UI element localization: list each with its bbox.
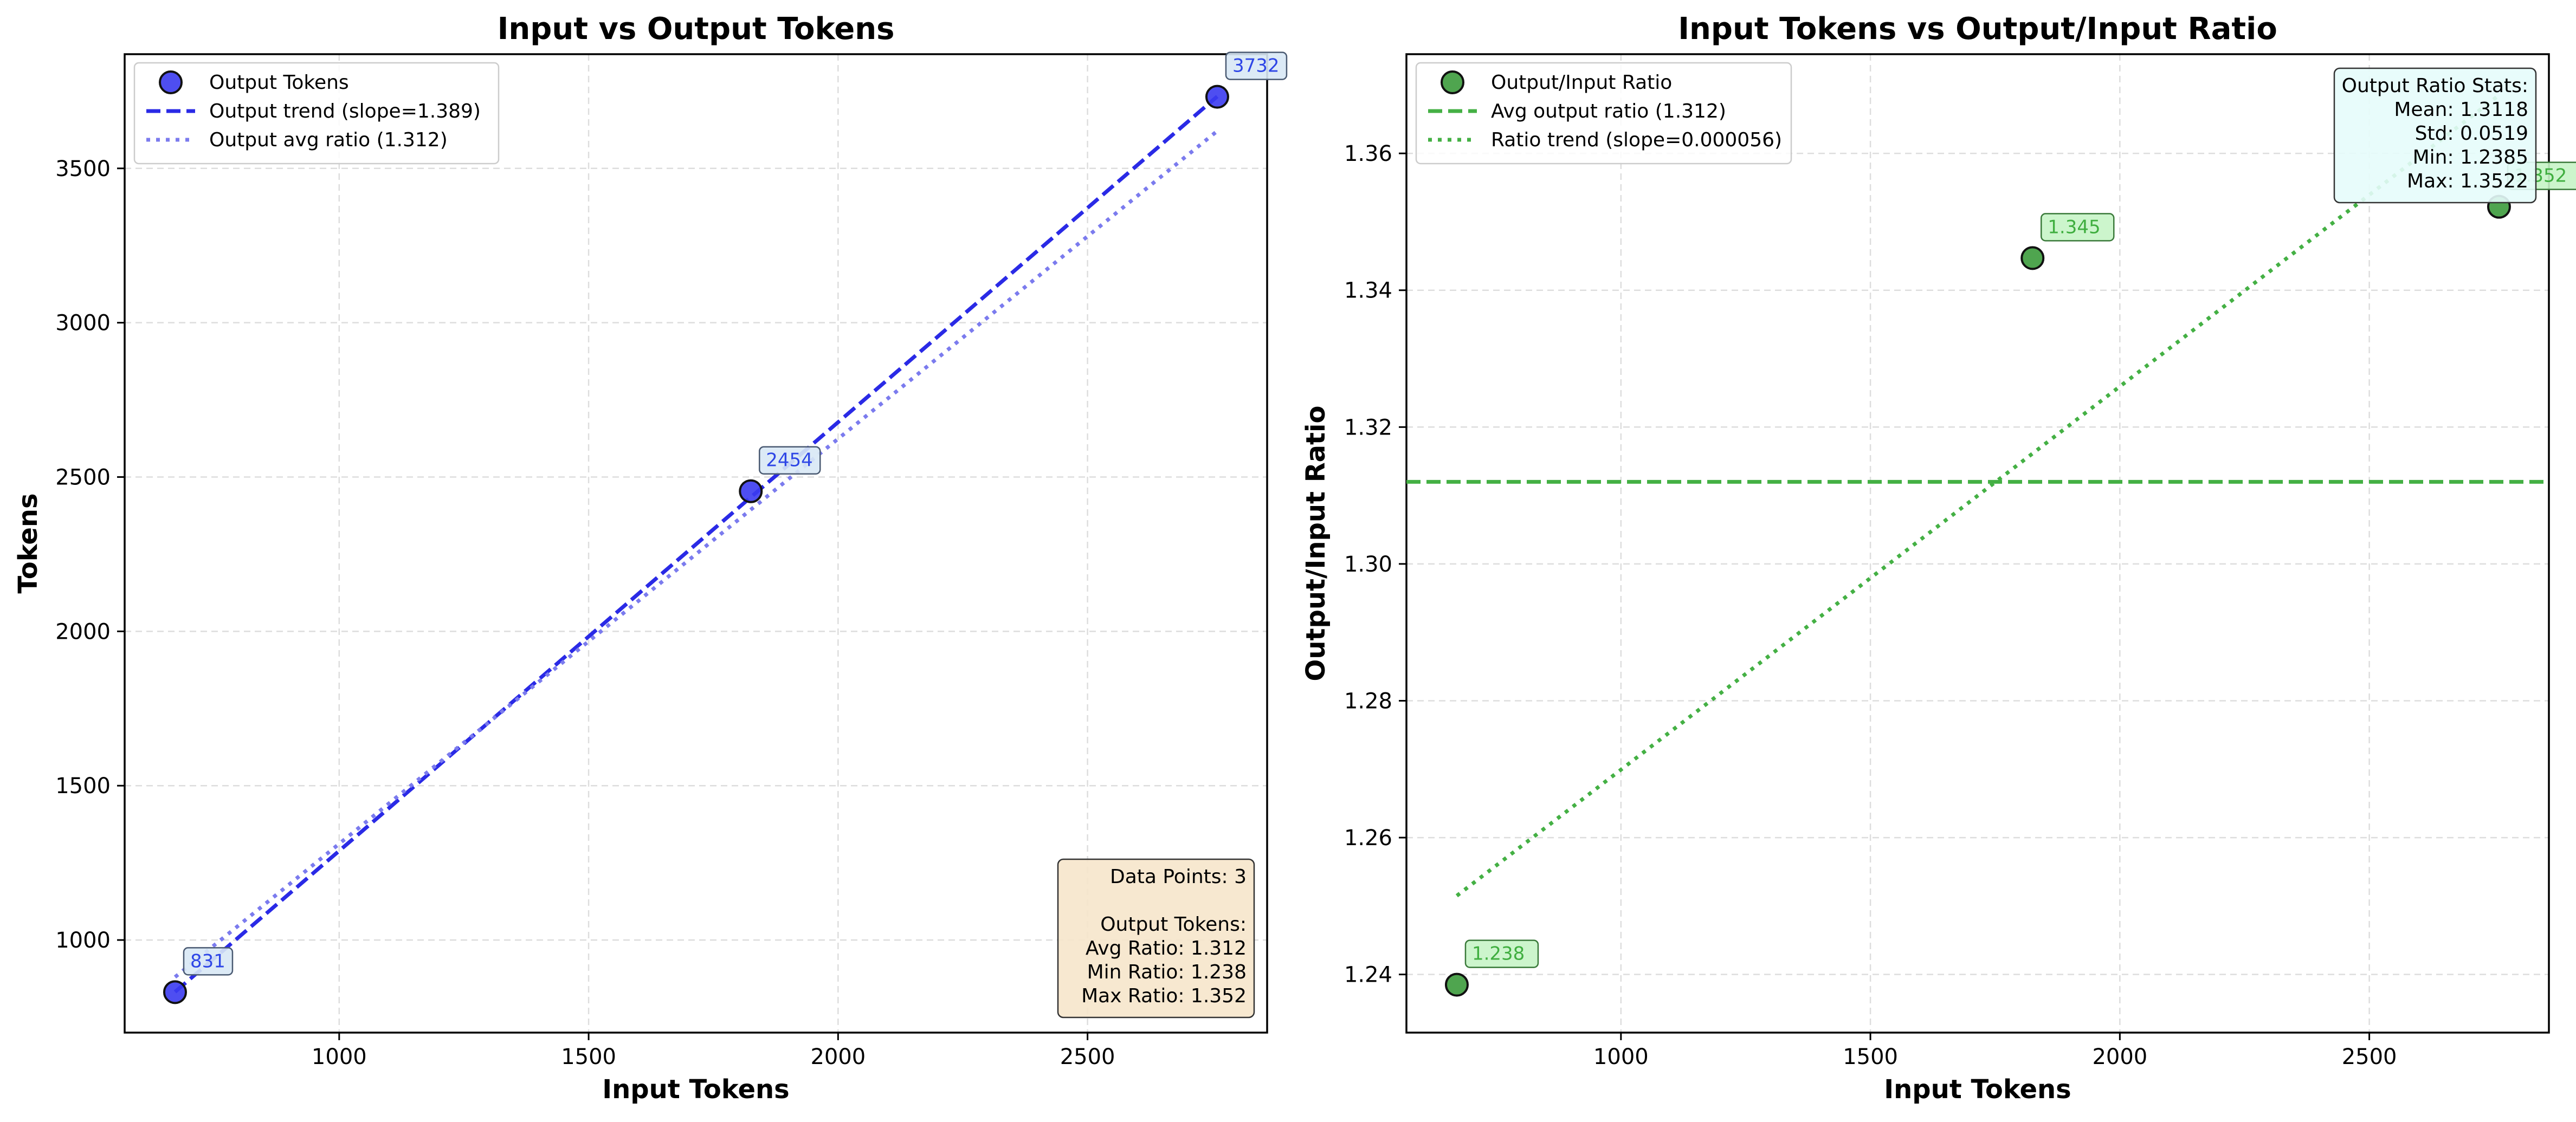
plot-frame <box>124 53 1268 1034</box>
x-tick-label: 1000 <box>1593 1045 1649 1069</box>
x-tick-label: 2000 <box>810 1045 866 1069</box>
point-label-box <box>2041 213 2115 242</box>
data-point <box>739 479 763 503</box>
stats-box <box>1057 858 1255 1019</box>
legend-entry: Avg output ratio (1.312) <box>1491 100 1726 122</box>
x-axis-label: Input Tokens <box>602 1074 790 1105</box>
y-tick-label: 1.24 <box>1344 963 1392 988</box>
stats-line: Max Ratio: 1.352 <box>1081 985 1247 1007</box>
stats-line: Output Ratio Stats: <box>2342 75 2528 97</box>
stats-line: Std: 0.0519 <box>2415 122 2528 145</box>
series-layer <box>1406 94 2549 898</box>
chart-panel-right: 1000 1500 2000 2500 1.24 1.26 1.28 1.30 1.32 1.34… <box>1301 11 2576 1105</box>
chart-title: Input vs Output Tokens <box>498 11 895 47</box>
x-tick-label: 1000 <box>312 1045 367 1069</box>
ratio-trend-line <box>1455 94 2501 898</box>
x-tick-label: 1500 <box>1843 1045 1898 1069</box>
y-tick-label: 1.34 <box>1344 278 1392 303</box>
y-tick-label: 1.32 <box>1344 415 1392 440</box>
stats-line: Min Ratio: 1.238 <box>1087 961 1247 983</box>
series-layer <box>173 95 1219 994</box>
stats-line: Avg Ratio: 1.312 <box>1086 937 1247 959</box>
x-tick-label: 2500 <box>1060 1045 1115 1069</box>
y-axis-label: Tokens <box>13 493 43 593</box>
stats-box <box>2333 67 2537 204</box>
point-label: 3732 <box>1232 55 1280 77</box>
y-tick-label: 1.30 <box>1344 552 1392 577</box>
point-label: 1.238 <box>1472 943 1525 965</box>
point-label-box <box>183 947 234 976</box>
x-tick-label: 1500 <box>561 1045 616 1069</box>
legend-box <box>133 62 500 165</box>
point-label-box <box>759 446 821 475</box>
trend-line <box>173 95 1219 994</box>
point-label-box <box>1464 939 1539 968</box>
data-point <box>1444 972 1469 997</box>
y-tick-label: 1.36 <box>1344 141 1392 166</box>
legend-marker <box>1441 70 1464 94</box>
stats-line: Min: 1.2385 <box>2413 146 2528 168</box>
stats-line: Mean: 1.3118 <box>2394 99 2528 121</box>
point-label: 2454 <box>766 450 813 471</box>
plot-frame <box>1405 53 2550 1034</box>
legend-entry: Ratio trend (slope=0.000056) <box>1491 129 1782 151</box>
y-axis-label: Output/Input Ratio <box>1301 406 1331 682</box>
legend-entry: Output/Input Ratio <box>1491 72 1672 94</box>
x-tick-label: 2500 <box>2342 1045 2397 1069</box>
x-tick-label: 2000 <box>2092 1045 2147 1069</box>
stats-line: Data Points: 3 <box>1110 866 1247 888</box>
y-tick-label: 2000 <box>55 619 111 644</box>
data-point <box>2020 246 2045 270</box>
legend-entry: Output trend (slope=1.389) <box>209 100 481 122</box>
x-axis-label: Input Tokens <box>1884 1074 2071 1105</box>
point-label: 1.345 <box>2048 216 2100 238</box>
y-tick-label: 1.26 <box>1344 826 1392 851</box>
y-tick-label: 3000 <box>55 311 111 336</box>
legend-box <box>1415 62 1792 165</box>
y-tick-label: 3500 <box>55 157 111 181</box>
avg-ratio-line <box>173 129 1219 979</box>
data-point <box>163 980 187 1004</box>
y-tick-label: 1000 <box>55 928 111 953</box>
y-tick-label: 1500 <box>55 774 111 799</box>
legend-marker <box>159 70 183 94</box>
stats-line: Output Tokens: <box>1100 913 1247 936</box>
stats-line: Max: 1.3522 <box>2407 170 2528 192</box>
data-point <box>1205 85 1229 109</box>
legend-entry: Output avg ratio (1.312) <box>209 129 448 151</box>
chart-title: Input Tokens vs Output/Input Ratio <box>1678 11 2277 47</box>
point-label: 831 <box>190 950 225 972</box>
y-tick-label: 2500 <box>55 465 111 490</box>
legend-entry: Output Tokens <box>209 72 349 94</box>
chart-panel-left: 1000 1500 2000 2500 1000 1500 2000 2500 3000 3500… <box>13 11 1288 1105</box>
y-tick-label: 1.28 <box>1344 689 1392 714</box>
point-label-box <box>1225 51 1288 80</box>
